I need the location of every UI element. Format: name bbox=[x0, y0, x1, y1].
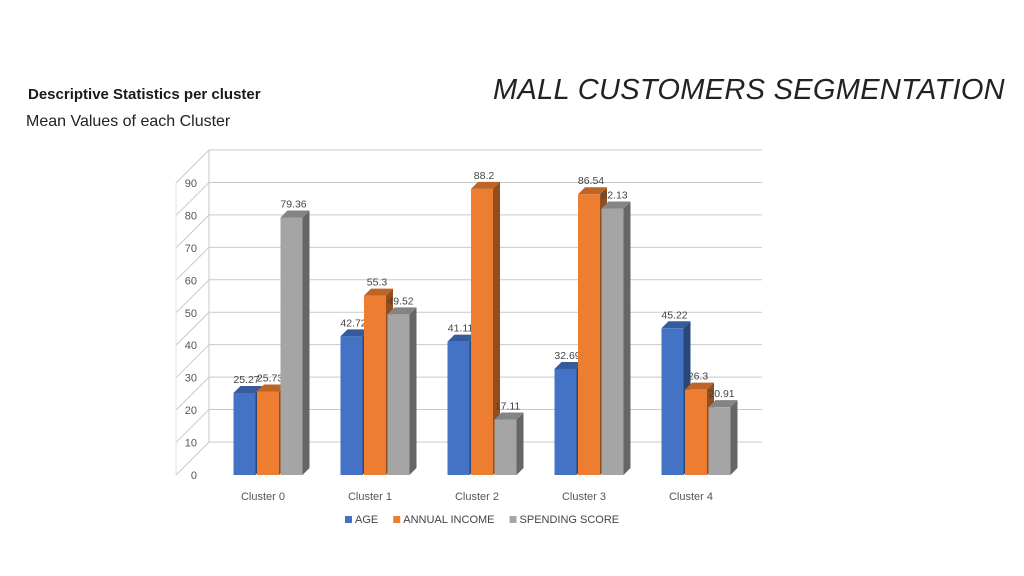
bar-side bbox=[493, 181, 500, 475]
slide-title: MALL CUSTOMERS SEGMENTATION bbox=[493, 74, 1005, 106]
gridline-side bbox=[175, 441, 210, 476]
gridline-side bbox=[175, 311, 210, 346]
bar bbox=[554, 368, 577, 475]
bar-side bbox=[516, 412, 524, 475]
y-tick-label: 0 bbox=[191, 470, 197, 482]
section-heading: Descriptive Statistics per cluster bbox=[28, 86, 261, 103]
data-label: 82.13 bbox=[601, 190, 627, 202]
y-tick-label: 80 bbox=[185, 210, 197, 222]
bar-top bbox=[257, 384, 286, 392]
bar-top bbox=[387, 307, 417, 315]
y-tick-label: 20 bbox=[185, 405, 197, 417]
bar bbox=[708, 407, 731, 475]
data-label: 20.91 bbox=[708, 388, 734, 400]
x-tick-label: Cluster 1 bbox=[348, 491, 392, 503]
data-label: 25.73 bbox=[257, 373, 283, 385]
bar bbox=[387, 314, 410, 475]
bar-top bbox=[447, 334, 477, 342]
y-tick-label: 70 bbox=[185, 243, 197, 255]
data-label: 86.54 bbox=[578, 175, 604, 187]
bar bbox=[257, 391, 279, 475]
gridline-side bbox=[175, 214, 210, 249]
bar-side bbox=[623, 201, 631, 475]
bar bbox=[578, 194, 600, 476]
y-tick-label: 30 bbox=[185, 373, 197, 385]
bar-top bbox=[364, 288, 393, 296]
gridline-side bbox=[175, 279, 210, 314]
y-tick-label: 40 bbox=[185, 340, 197, 352]
bar bbox=[494, 419, 517, 475]
bar-top bbox=[578, 187, 607, 195]
bar-side bbox=[409, 307, 417, 475]
bar bbox=[661, 328, 684, 475]
bar-side bbox=[302, 210, 310, 476]
data-label: 25.27 bbox=[233, 374, 259, 386]
gridline-side bbox=[175, 149, 210, 184]
gridline-side bbox=[175, 344, 210, 379]
bar-top bbox=[233, 386, 263, 394]
data-label: 79.36 bbox=[280, 199, 306, 211]
y-tick-label: 60 bbox=[185, 275, 197, 287]
gridline-side bbox=[175, 376, 210, 411]
data-label: 41.11 bbox=[448, 323, 474, 335]
bar bbox=[685, 389, 707, 475]
bar-top bbox=[601, 201, 631, 209]
data-label: 49.52 bbox=[387, 295, 413, 307]
legend-swatch bbox=[509, 516, 517, 523]
data-label: 45.22 bbox=[661, 309, 687, 321]
bar-top bbox=[471, 181, 500, 189]
bar bbox=[471, 188, 493, 475]
bar bbox=[447, 341, 470, 475]
bar-top bbox=[685, 382, 714, 390]
x-tick-label: Cluster 4 bbox=[669, 491, 713, 503]
bar-side bbox=[730, 400, 738, 475]
bar-top bbox=[494, 412, 524, 420]
bar bbox=[364, 295, 386, 475]
y-tick-label: 50 bbox=[185, 308, 197, 320]
gridline-side bbox=[175, 409, 210, 443]
legend-swatch bbox=[393, 516, 401, 523]
bar bbox=[340, 336, 363, 475]
bar bbox=[280, 217, 303, 476]
data-label: 32.69 bbox=[554, 350, 580, 362]
legend-label: AGE bbox=[355, 514, 378, 526]
legend-label: ANNUAL INCOME bbox=[403, 514, 494, 526]
bar bbox=[601, 208, 624, 475]
data-label: 17.11 bbox=[495, 400, 521, 412]
x-tick-label: Cluster 2 bbox=[455, 491, 499, 503]
legend-label: SPENDING SCORE bbox=[520, 514, 620, 526]
section-subheading: Mean Values of each Cluster bbox=[26, 113, 231, 130]
data-label: 42.72 bbox=[340, 317, 366, 329]
bar bbox=[233, 393, 256, 475]
gridline-side bbox=[175, 182, 210, 216]
gridline-side bbox=[175, 246, 210, 281]
y-tick-label: 10 bbox=[185, 438, 197, 450]
data-label: 55.3 bbox=[367, 277, 388, 289]
bar-top bbox=[280, 210, 310, 218]
bar-top bbox=[708, 400, 738, 408]
bar-top bbox=[661, 321, 691, 329]
bar-top bbox=[554, 361, 584, 369]
legend-swatch bbox=[345, 516, 352, 523]
data-label: 88.2 bbox=[474, 170, 495, 182]
x-tick-label: Cluster 3 bbox=[562, 491, 606, 503]
y-tick-label: 90 bbox=[185, 178, 197, 190]
bar-top bbox=[340, 329, 370, 337]
data-label: 26.3 bbox=[688, 371, 709, 383]
x-tick-label: Cluster 0 bbox=[241, 491, 285, 503]
